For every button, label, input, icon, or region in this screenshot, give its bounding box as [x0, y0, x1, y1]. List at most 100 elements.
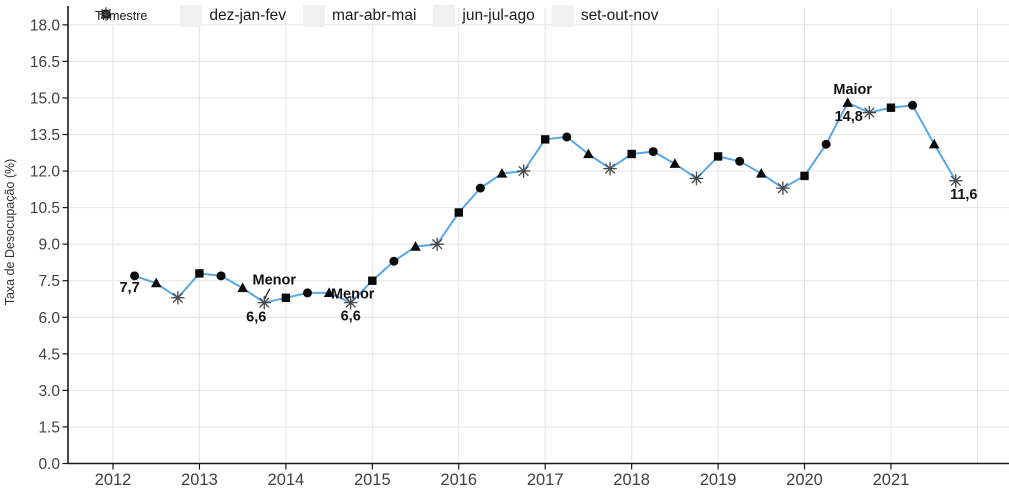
- marker-circle: [475, 183, 485, 193]
- legend-label: set-out-nov: [580, 7, 659, 24]
- legend-key-square-icon: [101, 5, 203, 27]
- asterisk-stroke: [432, 239, 443, 250]
- marker-circle: [216, 271, 226, 281]
- legend-label: mar-abr-mai: [332, 7, 417, 24]
- annotation: 6,6: [341, 309, 361, 325]
- marker-asterisk: [430, 237, 445, 252]
- marker-triangle: [496, 167, 508, 178]
- annotation: Menor: [253, 273, 297, 289]
- marker-asterisk: [603, 161, 617, 176]
- marker-triangle: [150, 277, 162, 288]
- asterisk-stroke: [604, 163, 616, 174]
- asterisk-stroke: [777, 183, 788, 194]
- marker-circle: [130, 271, 140, 281]
- asterisk-stroke: [518, 166, 529, 177]
- x-tick-label: 2020: [786, 471, 823, 489]
- marker-triangle: [756, 167, 767, 178]
- legend-marker-asterisk-icon: [99, 7, 113, 21]
- chart-legend: Trimestre dez-jan-fev mar-abr-mai jun-jul-…: [95, 3, 658, 29]
- tick-labels: 0.0 1.5 3.0 4.5 6.0 7.5 9.0 10.5 12.0 13.5 15.0 16.…: [30, 17, 909, 489]
- annotation: 6,6: [246, 310, 266, 326]
- axes: [67, 6, 1009, 465]
- y-tick-label: 13.5: [30, 127, 60, 144]
- asterisk-stroke: [691, 173, 702, 184]
- y-tick-label: 16.5: [30, 54, 60, 71]
- y-tick-label: 3.0: [38, 383, 60, 400]
- legend-item-set-out-nov: set-out-nov: [99, 5, 659, 27]
- y-tick-label: 18.0: [30, 17, 61, 34]
- legend-label: dez-jan-fev: [209, 7, 287, 24]
- y-tick-label: 9.0: [38, 237, 60, 254]
- asterisk-stroke: [259, 297, 270, 308]
- x-tick-label: 2015: [354, 471, 391, 489]
- asterisk-stroke: [100, 8, 112, 20]
- asterisk-stroke: [864, 107, 875, 118]
- marker-asterisk: [862, 105, 877, 120]
- x-tick-label: 2021: [873, 471, 910, 489]
- asterisk-stroke: [345, 297, 356, 308]
- gridlines: [68, 8, 1009, 465]
- marker-circle: [302, 288, 312, 298]
- series: [130, 97, 963, 310]
- x-tick-label: 2014: [268, 471, 305, 489]
- annotation: 11,6: [950, 187, 977, 203]
- legend-item-mar-abr-mai: mar-abr-mai: [101, 5, 417, 27]
- marker-triangle: [669, 158, 681, 168]
- x-tick-label: 2019: [700, 471, 737, 489]
- marker-square: [627, 149, 636, 159]
- x-tick-label: 2018: [613, 471, 650, 489]
- annotation: 14,8: [835, 109, 863, 125]
- marker-triangle: [410, 241, 421, 251]
- y-tick-label: 6.0: [38, 310, 60, 327]
- marker-asterisk: [257, 295, 272, 310]
- legend-key-circle-icon: [101, 5, 326, 27]
- x-tick-label: 2016: [440, 471, 477, 489]
- marker-asterisk: [689, 171, 704, 186]
- marker-circle: [735, 156, 745, 166]
- y-tick-label: 0.0: [38, 456, 60, 473]
- marker-triangle: [583, 148, 594, 159]
- legend-key-triangle-icon: [100, 5, 456, 27]
- marker-triangle: [237, 282, 248, 293]
- y-tick-label: 12.0: [30, 164, 61, 181]
- legend-items: dez-jan-fev mar-abr-mai jun-jul-ago set-out…: [99, 5, 659, 27]
- marker-square: [800, 171, 809, 181]
- y-tick-label: 10.5: [30, 200, 60, 217]
- marker-asterisk: [343, 295, 358, 310]
- y-axis-title: Taxa de Desocupação (%): [3, 159, 17, 306]
- marker-asterisk: [99, 7, 113, 21]
- legend-key-asterisk-icon: [99, 5, 574, 27]
- marker-circle: [908, 100, 918, 110]
- x-tick-label: 2013: [181, 471, 218, 489]
- annotation: Maior: [833, 82, 872, 98]
- x-tick-label: 2012: [95, 471, 132, 489]
- marker-circle: [389, 256, 399, 266]
- marker-square: [195, 269, 204, 278]
- legend-item-dez-jan-fev: dez-jan-fev: [101, 5, 287, 27]
- marker-triangle: [323, 287, 335, 298]
- annotation: 7,7: [120, 280, 140, 296]
- marker-circle: [648, 147, 658, 157]
- marker-asterisk: [948, 173, 963, 188]
- marker-square: [454, 208, 463, 217]
- marker-square: [281, 293, 291, 302]
- y-tick-label: 7.5: [38, 273, 60, 290]
- marker-square: [368, 276, 377, 285]
- x-tick-label: 2017: [527, 471, 564, 489]
- asterisk-stroke: [172, 292, 183, 303]
- marker-triangle: [842, 97, 854, 107]
- marker-circle: [562, 132, 572, 142]
- marker-square: [541, 135, 550, 144]
- annotation: Menor: [331, 287, 375, 303]
- marker-asterisk: [776, 181, 790, 195]
- marker-asterisk: [170, 290, 185, 305]
- y-tick-label: 1.5: [38, 419, 60, 436]
- marker-square: [713, 152, 723, 161]
- marker-triangle: [928, 138, 940, 149]
- annotations: 7,7 Menor 6,6 Menor 6,6 Maior 14,8 11,6: [120, 82, 978, 326]
- y-tick-label: 15.0: [30, 90, 61, 107]
- annotation-pointer: [264, 288, 271, 299]
- legend-label: jun-jul-ago: [462, 7, 535, 24]
